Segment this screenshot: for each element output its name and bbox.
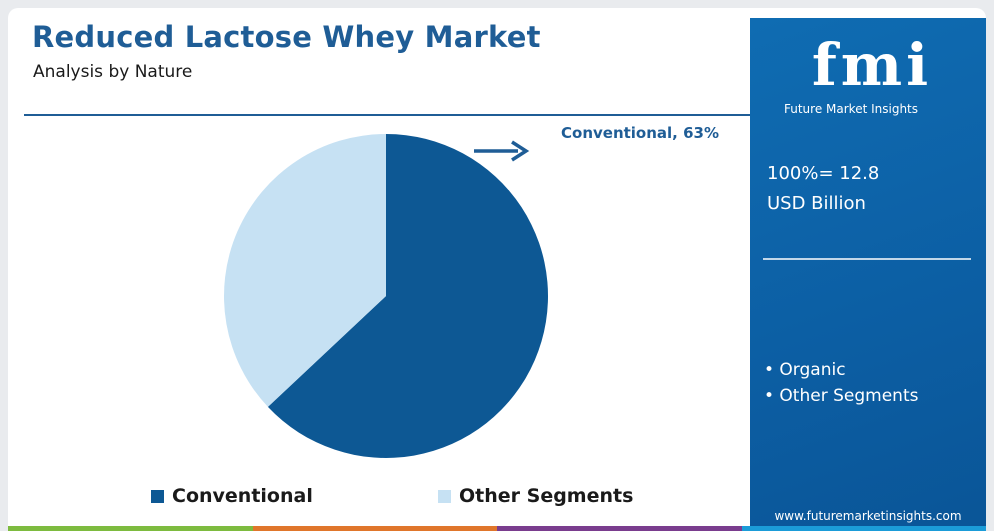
page-title: Reduced Lactose Whey Market bbox=[32, 20, 541, 54]
bottom-bar-segment bbox=[497, 526, 742, 531]
segment-list-item: • Other Segments bbox=[764, 386, 919, 406]
bottom-color-bar bbox=[8, 526, 986, 531]
market-total-unit: USD Billion bbox=[767, 193, 866, 214]
logo-subtitle: Future Market Insights bbox=[784, 102, 919, 116]
pie-slice-conventional bbox=[267, 134, 549, 459]
bottom-bar-segment bbox=[8, 526, 253, 531]
header-divider bbox=[24, 114, 750, 116]
page-subtitle: Analysis by Nature bbox=[33, 62, 193, 82]
pie-slice-other-segments bbox=[223, 134, 386, 407]
legend-item-conventional: Conventional bbox=[151, 485, 313, 507]
arrow-right-icon bbox=[474, 140, 530, 162]
segment-list: • Organic • Other Segments bbox=[764, 357, 918, 409]
market-total-value: 100%= 12.8 bbox=[767, 163, 880, 184]
legend-swatch-other-segments bbox=[438, 489, 451, 503]
legend-swatch-conventional bbox=[151, 489, 164, 503]
slice-callout-label: Conventional, 63% bbox=[561, 124, 720, 142]
pie-chart bbox=[223, 134, 549, 459]
market-total: 100%= 12.8 USD Billion bbox=[767, 159, 879, 219]
chart-card: Reduced Lactose Whey Market Analysis by … bbox=[8, 8, 986, 531]
segment-list-item: • Organic bbox=[764, 360, 846, 380]
legend-label-other-segments: Other Segments bbox=[459, 485, 634, 507]
logo-text: fmi bbox=[811, 31, 933, 99]
legend-label-conventional: Conventional bbox=[172, 485, 313, 507]
legend-item-other-segments: Other Segments bbox=[438, 485, 633, 507]
website-link[interactable]: www.futuremarketinsights.com bbox=[774, 509, 962, 523]
bottom-bar-segment bbox=[252, 526, 497, 531]
bottom-bar-segment bbox=[741, 526, 986, 531]
fmi-logo: fmi Future Market Insights bbox=[772, 30, 972, 120]
panel-divider bbox=[763, 258, 971, 260]
info-panel: fmi Future Market Insights 100%= 12.8 US… bbox=[750, 18, 986, 531]
